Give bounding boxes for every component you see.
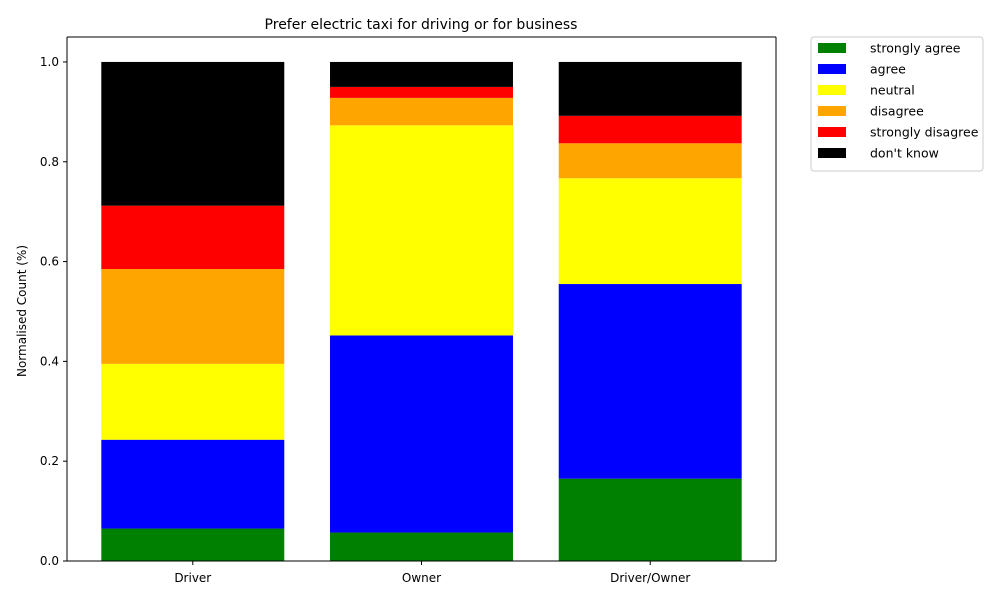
legend-swatch xyxy=(818,64,846,74)
bar-driver-disagree xyxy=(101,269,285,364)
legend-label: disagree xyxy=(870,104,924,119)
legend: strongly agree agree neutral disagree strong… xyxy=(810,36,984,172)
bar-driver-neutral xyxy=(101,363,285,440)
legend-swatch xyxy=(818,43,846,53)
bar-driver-strongly-agree xyxy=(101,528,285,561)
chart-title: Prefer electric taxi for driving or for … xyxy=(265,17,578,33)
y-tick-label: 1.0 xyxy=(40,55,59,69)
bar-driver-owner-agree xyxy=(558,284,742,479)
legend-label: don't know xyxy=(870,146,939,161)
bar-driver-owner-don-t-know xyxy=(558,61,742,116)
bar-owner-disagree xyxy=(330,97,513,126)
y-tick-label: 0.4 xyxy=(40,354,59,368)
bar-driver-strongly-disagree xyxy=(101,205,285,270)
y-tick-label: 0.0 xyxy=(40,554,59,568)
y-tick-label: 0.8 xyxy=(40,155,59,169)
y-tick-label: 0.6 xyxy=(40,255,59,269)
legend-swatch xyxy=(818,106,846,116)
y-tick-label: 0.2 xyxy=(40,454,59,468)
legend-box xyxy=(810,36,984,172)
x-tick-label: Owner xyxy=(402,571,441,585)
legend-swatch xyxy=(818,148,846,158)
bar-driver-owner-strongly-disagree xyxy=(558,115,742,144)
bar-driver-owner-strongly-agree xyxy=(558,478,742,561)
legend-label: strongly disagree xyxy=(870,125,979,140)
bar-owner-strongly-agree xyxy=(330,532,513,561)
legend-label: neutral xyxy=(870,83,915,98)
x-tick-label: Driver xyxy=(174,571,211,585)
bar-driver-don-t-know xyxy=(101,61,285,206)
bar-owner-neutral xyxy=(330,125,513,336)
legend-swatch xyxy=(818,127,846,137)
legend-label: strongly agree xyxy=(870,41,961,56)
bar-driver-owner-neutral xyxy=(558,178,742,285)
bar-owner-don-t-know xyxy=(330,61,513,87)
bar-owner-strongly-disagree xyxy=(330,86,513,98)
bar-driver-agree xyxy=(101,439,285,529)
legend-swatch xyxy=(818,85,846,95)
bar-owner-agree xyxy=(330,335,513,533)
legend-label: agree xyxy=(870,62,906,77)
x-tick-label: Driver/Owner xyxy=(610,571,690,585)
bar-driver-owner-disagree xyxy=(558,143,742,179)
y-axis-title: Normalised Count (%) xyxy=(15,245,29,377)
plot-area: 0.0 0.2 0.4 0.6 0.8 1.0 Driver Owner Driver/Owne… xyxy=(40,36,777,585)
